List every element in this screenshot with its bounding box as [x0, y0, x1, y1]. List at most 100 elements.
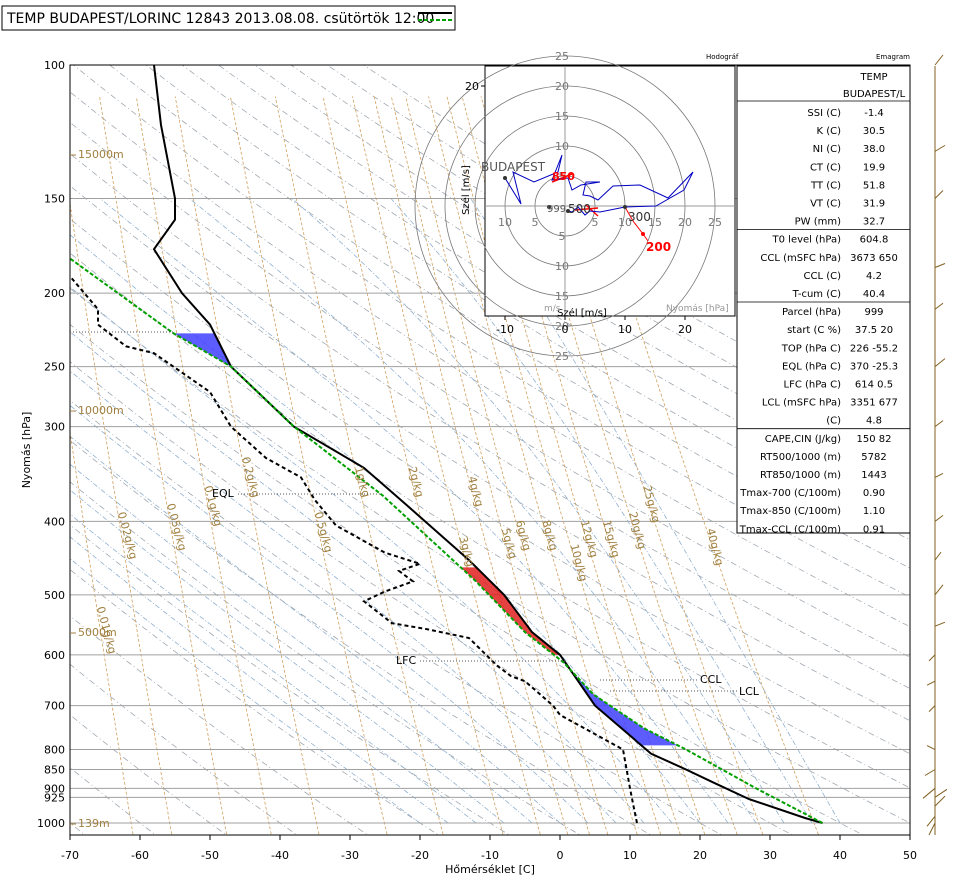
hodograph-ring-label: 15 [555, 110, 569, 123]
table-row-label: Tmax-850 (C/100m) [739, 506, 841, 517]
y-tick-label: 100 [44, 59, 65, 72]
hodograph-ring-label: 10 [555, 140, 569, 153]
height-label-139: 139m [78, 817, 110, 830]
mixing-ratio-label: 0.2g/kg [239, 455, 262, 498]
hodograph-mark-500 [566, 209, 570, 213]
table-row-value: 4.8 [866, 416, 882, 427]
dry-adiabat [181, 65, 910, 513]
y-tick-label: 800 [44, 744, 65, 757]
y-tick-label: 200 [44, 287, 65, 300]
hodograph-level-200: 200 [646, 240, 671, 254]
hodograph-trace [504, 154, 694, 216]
table-row-value: 150 82 [857, 434, 892, 445]
table-row-value: 19.9 [863, 162, 885, 173]
hodograph-mark-300 [623, 205, 627, 209]
mixing-ratio-label: 20g/kg [626, 510, 648, 550]
x-tick-label: 50 [903, 849, 917, 862]
hodograph-x-tick-label: 20 [678, 323, 692, 336]
hodograph-x-tick-label: 0 [562, 323, 569, 336]
y-tick-label: 700 [44, 700, 65, 713]
table-row-value: 604.8 [860, 235, 889, 246]
table-row-label: start (C %) [787, 325, 841, 336]
table-row-label: T-cum (C) [792, 289, 841, 300]
wind-barb [934, 420, 944, 428]
table-row-value: 4.2 [866, 271, 882, 282]
wind-barb [934, 551, 942, 561]
mixing-ratio-label: 8g/kg [539, 519, 560, 552]
wind-barb [926, 680, 936, 686]
table-row-value: 31.9 [863, 199, 885, 210]
wind-barb [934, 302, 944, 310]
cape-area-upper [173, 333, 245, 380]
hodograph-ring-label: 20 [555, 80, 569, 93]
mixing-ratio-line [70, 201, 173, 835]
mixing-ratio-line [446, 96, 662, 835]
wind-barb [934, 584, 944, 596]
y-tick-label: 250 [44, 361, 65, 374]
emagram-table-title: Emagram [876, 53, 910, 61]
dry-adiabat [70, 524, 511, 835]
table-row-label: NI (C) [813, 144, 841, 155]
y-tick-label: 150 [44, 192, 65, 205]
y-tick-label: 600 [44, 649, 65, 662]
table-row-value: 5782 [861, 452, 886, 463]
dry-adiabat [70, 663, 298, 835]
hodograph-ring-label: 25 [555, 350, 569, 363]
moist-adiabat [189, 198, 757, 824]
mixing-ratio-label: 40g/kg [704, 527, 726, 567]
table-row-label: CCL (C) [804, 271, 842, 282]
table-row-label: Parcel (hPa) [782, 307, 841, 318]
table-row-value: 226 -55.2 [850, 343, 898, 354]
hodograph-level-850: 850 [552, 170, 575, 183]
table-row-value: 37.5 20 [855, 325, 893, 336]
moist-adiabat [70, 286, 673, 824]
mixing-ratio-label: 2g/kg [406, 465, 427, 498]
table-row-value: 30.5 [863, 126, 885, 137]
chart-title: TEMP BUDAPEST/LORINC 12843 2013.08.08. c… [6, 11, 434, 27]
y-tick-label: 300 [44, 421, 65, 434]
y-axis-label: Nyomás [hPa] [20, 412, 33, 489]
dry-adiabat [70, 91, 910, 628]
mixing-ratio-line [428, 96, 638, 835]
table-row-label: T0 level (hPa) [772, 235, 842, 246]
moist-adiabat [470, 198, 841, 824]
hodograph-mark-999 [547, 205, 551, 209]
table-row-value: -1.4 [864, 108, 884, 119]
hodograph-ring-label: 5 [559, 230, 566, 243]
parcel-line [70, 257, 823, 824]
hodograph-ring-label: 10 [555, 260, 569, 273]
hodograph-ring-label: 10 [498, 216, 512, 229]
dry-adiabat [70, 323, 864, 835]
wind-barb [922, 787, 936, 799]
dry-adiabat [70, 439, 652, 835]
ccl-label: CCL [700, 673, 722, 686]
y-tick-label: 500 [44, 589, 65, 602]
cin-area [460, 567, 560, 655]
table-row-value: 3673 650 [850, 253, 898, 264]
mixing-ratio-label: 25g/kg [640, 484, 662, 524]
wind-barb [934, 795, 946, 807]
mixing-ratio-line [390, 96, 591, 835]
wind-barbs [922, 54, 948, 836]
wind-barb [934, 788, 948, 798]
table-row-label: PW (mm) [795, 217, 841, 228]
eql-label: EQL [212, 487, 235, 500]
table-row-label: EQL (hPa C) [782, 361, 841, 372]
hodograph-ring-label: 20 [555, 320, 569, 333]
x-axis-label: Hőmérséklet [C] [445, 863, 535, 876]
hodograph-ring-label: 5 [592, 216, 599, 229]
table-row-label: TOP (hPa C) [781, 343, 841, 354]
hodograph-ring-label: 15 [648, 216, 662, 229]
moist-adiabat [291, 198, 785, 824]
table-row-label: K (C) [816, 126, 841, 137]
table-row-label: TT (C) [810, 180, 841, 191]
table-row-label: CAPE,CIN (J/kg) [765, 434, 841, 445]
x-tick-label: -10 [481, 849, 499, 862]
y-tick-label: 400 [44, 515, 65, 528]
hodograph-ring-label: 10 [618, 216, 632, 229]
wind-barb [928, 654, 936, 662]
dry-adiabat [70, 218, 910, 755]
height-label-5000: 5000m [78, 626, 117, 639]
hodograph-upper-trace [624, 206, 649, 242]
